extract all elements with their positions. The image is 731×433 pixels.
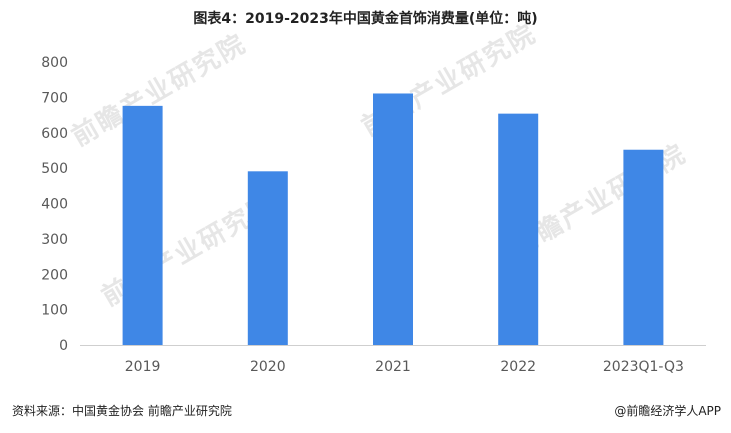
bar-2021 — [373, 93, 413, 345]
y-axis-ticks: 0 100 200 300 400 500 600 700 800 — [41, 55, 68, 354]
x-tick-label: 2022 — [500, 359, 536, 375]
bars-group — [122, 93, 664, 346]
x-axis-ticks: 2019 2020 2021 2022 2023Q1-Q3 — [125, 359, 684, 375]
y-tick-label: 200 — [41, 267, 68, 283]
y-tick-label: 600 — [41, 126, 68, 142]
bar-2022 — [498, 113, 539, 346]
y-tick-label: 700 — [41, 90, 68, 106]
bar-2023q1-q3 — [623, 149, 664, 345]
chart-title: 图表4：2019-2023年中国黄金首饰消费量(单位：吨) — [193, 11, 538, 27]
y-tick-label: 800 — [41, 55, 68, 71]
x-tick-label: 2019 — [125, 359, 161, 375]
x-tick-label: 2023Q1-Q3 — [603, 359, 684, 375]
y-tick-label: 500 — [41, 161, 68, 177]
y-tick-label: 300 — [41, 232, 68, 248]
x-tick-label: 2020 — [250, 359, 286, 375]
bar-2019 — [122, 105, 163, 346]
source-note: 资料来源：中国黄金协会 前瞻产业研究院 — [12, 404, 232, 418]
y-tick-label: 100 — [41, 303, 68, 319]
y-tick-label: 0 — [59, 338, 68, 354]
brand-label: @前瞻经济学人APP — [614, 404, 721, 418]
y-tick-label: 400 — [41, 197, 68, 213]
bar-2020 — [247, 171, 288, 345]
x-tick-label: 2021 — [375, 359, 411, 375]
